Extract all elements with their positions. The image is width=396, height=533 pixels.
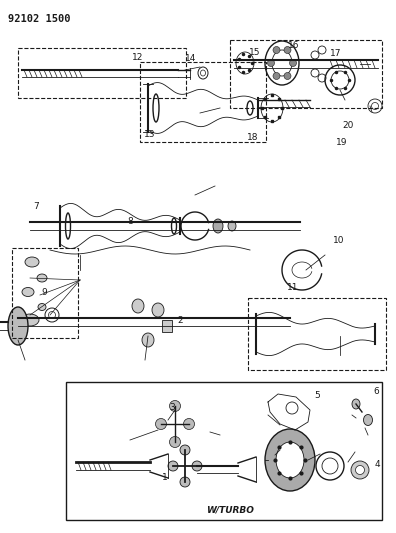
Text: 8: 8 [128, 217, 133, 225]
Text: 92102 1500: 92102 1500 [8, 14, 70, 24]
Bar [66, 382, 382, 520]
Circle shape [289, 60, 297, 67]
Text: 12: 12 [132, 53, 143, 62]
Text: 14: 14 [185, 54, 196, 63]
Text: 15: 15 [248, 48, 260, 56]
Text: 18: 18 [247, 133, 259, 142]
Circle shape [168, 461, 178, 471]
Ellipse shape [213, 219, 223, 233]
Ellipse shape [364, 415, 373, 425]
Text: 9: 9 [42, 288, 47, 296]
Text: 13: 13 [144, 130, 156, 139]
Ellipse shape [25, 257, 39, 267]
Text: 19: 19 [335, 139, 347, 147]
Text: 10: 10 [333, 237, 345, 245]
Ellipse shape [276, 442, 304, 478]
Bar [230, 40, 382, 108]
Bar [248, 298, 386, 370]
Ellipse shape [265, 429, 315, 491]
Text: W/TURBO: W/TURBO [206, 505, 254, 514]
Circle shape [284, 72, 291, 79]
Circle shape [169, 437, 181, 448]
Circle shape [284, 46, 291, 53]
Text: 3: 3 [169, 403, 175, 412]
Ellipse shape [22, 287, 34, 296]
Text: 1: 1 [162, 473, 167, 481]
Bar [140, 62, 266, 142]
Text: 6: 6 [373, 387, 379, 396]
Circle shape [192, 461, 202, 471]
Text: 17: 17 [330, 49, 342, 58]
Circle shape [180, 445, 190, 455]
Text: 4: 4 [374, 461, 380, 469]
Ellipse shape [152, 303, 164, 317]
Circle shape [169, 400, 181, 411]
Ellipse shape [8, 307, 28, 345]
Circle shape [180, 477, 190, 487]
Ellipse shape [356, 465, 364, 474]
Circle shape [183, 418, 194, 430]
Ellipse shape [21, 314, 39, 326]
Text: 20: 20 [342, 121, 353, 130]
Ellipse shape [132, 299, 144, 313]
Bar [12, 248, 78, 338]
Ellipse shape [228, 221, 236, 231]
Circle shape [273, 46, 280, 53]
Ellipse shape [351, 461, 369, 479]
Text: 11: 11 [286, 284, 298, 292]
Circle shape [273, 72, 280, 79]
Ellipse shape [142, 333, 154, 347]
Bar [162, 320, 172, 332]
Circle shape [156, 418, 166, 430]
Text: 2: 2 [177, 317, 183, 325]
Ellipse shape [37, 274, 47, 282]
Text: 16: 16 [288, 41, 300, 50]
Circle shape [268, 60, 274, 67]
Text: 7: 7 [34, 203, 39, 211]
Ellipse shape [352, 399, 360, 409]
Ellipse shape [38, 303, 46, 311]
Bar [18, 48, 186, 98]
Text: 5: 5 [314, 391, 320, 400]
